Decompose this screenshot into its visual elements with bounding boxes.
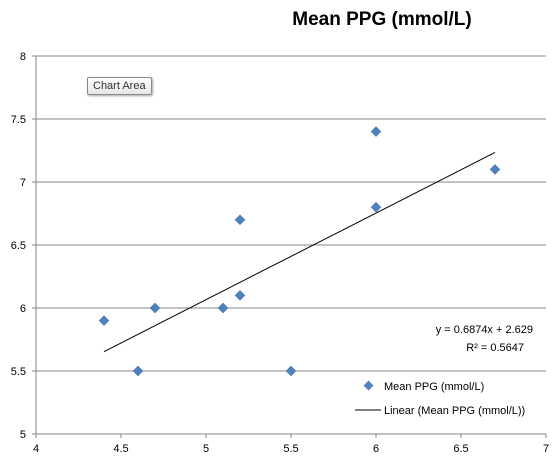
- x-tick-label: 4.5: [113, 443, 128, 455]
- x-tick-label: 6.5: [453, 443, 468, 455]
- x-tick-label: 5.5: [283, 443, 298, 455]
- legend-marker-series: [363, 380, 374, 391]
- data-point-marker: [234, 214, 246, 226]
- gridlines: [36, 55, 546, 372]
- x-tick-label: 4: [33, 443, 39, 455]
- legend-label-trendline: Linear (Mean PPG (mmol/L)): [384, 405, 525, 417]
- data-point-marker: [132, 365, 144, 377]
- trendline: [103, 151, 496, 353]
- data-point-marker: [217, 302, 229, 314]
- trendline-r-squared: R² = 0.5647: [466, 342, 524, 354]
- data-point-marker: [149, 302, 161, 314]
- y-tick-label: 5.5: [11, 366, 26, 378]
- data-point-marker: [370, 126, 382, 137]
- y-tick-label: 6: [20, 303, 26, 315]
- data-point-marker: [370, 201, 382, 213]
- x-tick-label: 7: [543, 443, 549, 455]
- legend[interactable]: Mean PPG (mmol/L) Linear (Mean PPG (mmol…: [355, 380, 525, 417]
- chart-area-tooltip: Chart Area: [87, 77, 152, 95]
- trendline-group: [103, 151, 496, 353]
- x-tick-label: 6: [373, 443, 379, 455]
- y-tick-label: 6.5: [11, 240, 26, 252]
- data-point-marker: [489, 164, 501, 175]
- y-tick-label: 7.5: [11, 114, 26, 126]
- trendline-equation: y = 0.6874x + 2.629: [436, 324, 533, 336]
- y-tick-label: 7: [20, 177, 26, 189]
- y-tick-label: 5: [20, 429, 26, 441]
- chart-title: Mean PPG (mmol/L): [292, 9, 471, 30]
- data-point-marker: [285, 365, 297, 377]
- y-tick-label: 8: [20, 51, 26, 63]
- data-points: [98, 126, 501, 377]
- x-tick-label: 5: [203, 443, 209, 455]
- axes: 5 5.5 6 6.5 7 7.5 8 4 4.5 5 5.5 6 6.5 7: [11, 51, 549, 455]
- data-point-marker: [234, 290, 246, 301]
- data-point-marker: [98, 315, 110, 326]
- legend-label-series: Mean PPG (mmol/L): [384, 381, 484, 393]
